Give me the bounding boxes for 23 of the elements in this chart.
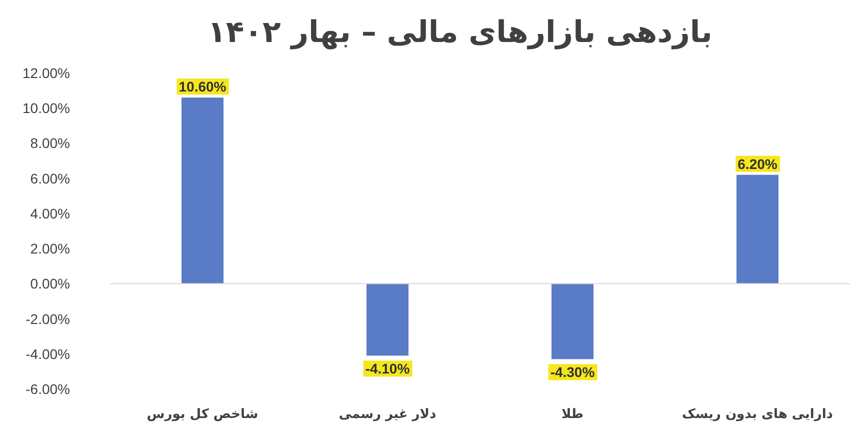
bar	[552, 284, 594, 360]
x-tick-label: دارایی های بدون ریسک	[682, 407, 834, 422]
y-tick-label: 0.00%	[30, 276, 70, 292]
y-tick-label: -6.00%	[26, 381, 70, 397]
bar	[182, 98, 224, 284]
y-tick-label: -2.00%	[26, 310, 70, 327]
data-label: 6.20%	[738, 156, 778, 172]
y-tick-label: 2.00%	[30, 240, 70, 257]
y-tick-label: 10.00%	[22, 100, 70, 116]
data-label: -4.30%	[550, 364, 596, 380]
bar	[366, 284, 408, 356]
y-tick-label: 6.00%	[30, 170, 70, 186]
chart-title: بازدهی بازارهای مالی – بهار ۱۴۰۲	[208, 15, 712, 50]
x-tick-label: شاخص کل بورس	[146, 407, 258, 422]
data-label: 10.60%	[178, 78, 227, 95]
y-tick-label: 12.00%	[22, 65, 70, 81]
y-tick-label: 8.00%	[30, 135, 70, 152]
bar	[736, 174, 778, 284]
x-tick-label: طلا	[561, 407, 584, 422]
x-tick-label: دلار غیر رسمی	[338, 407, 436, 422]
data-label: -4.10%	[365, 360, 410, 377]
y-tick-label: 4.00%	[30, 205, 70, 222]
y-tick-label: -4.00%	[26, 346, 70, 362]
